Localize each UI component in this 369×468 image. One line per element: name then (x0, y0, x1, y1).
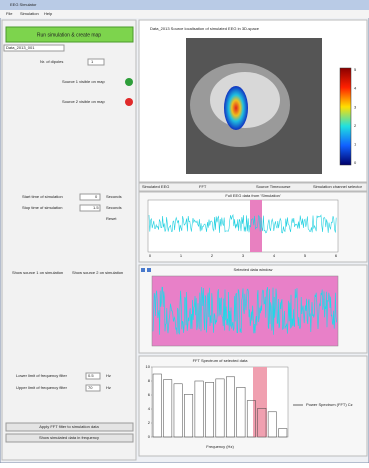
lower-value: 0.5 (88, 373, 94, 378)
tab[interactable]: Source Timecourse (256, 184, 291, 189)
activation-blob (224, 86, 248, 130)
title-bar (0, 0, 369, 10)
spectrum-bar (226, 376, 235, 438)
source2-label: Source 2 visible on map (62, 99, 105, 104)
menu-item[interactable]: File (6, 11, 13, 16)
file-field[interactable] (3, 44, 65, 52)
show-button-label[interactable]: Show simulated data in frequency (39, 435, 99, 440)
y-tick-label: 0 (148, 434, 151, 439)
dipoles-value: 1 (91, 59, 94, 64)
x-tick-label: 0 (149, 253, 152, 258)
spectrum-bar (246, 400, 256, 438)
eeg-title: Full EEG data from 'Simulation' (225, 193, 281, 198)
spectrum-bar (278, 428, 288, 438)
lower-unit: Hz (106, 373, 111, 378)
selection-band (250, 200, 262, 252)
spectrum-bar (267, 411, 277, 438)
stop-field[interactable] (79, 204, 101, 212)
spectrum-title: FFT Spectrum of selected data (193, 358, 249, 363)
spectrum-bar (257, 408, 267, 438)
tab[interactable]: Simulated EEG (142, 184, 169, 189)
left-panel (1, 19, 137, 461)
x-tick-label: 5 (304, 253, 307, 258)
stop-unit: Seconds (106, 205, 122, 210)
colorbar-tick: 5 (354, 67, 357, 72)
x-tick-label: 2 (211, 253, 214, 258)
start-value: 0 (95, 194, 98, 199)
start-unit: Seconds (106, 194, 122, 199)
show2-label[interactable]: Show source 2 on simulation (72, 270, 123, 275)
dipoles-label: Nr. of dipoles (40, 59, 63, 64)
pan-icon[interactable] (147, 268, 151, 272)
upper-field[interactable] (85, 384, 101, 392)
dipoles-select[interactable] (87, 58, 105, 66)
stop-label: Stop time of simulation (22, 205, 62, 210)
menu-item[interactable]: Simulation (20, 11, 39, 16)
colorbar-tick: 1 (354, 141, 357, 146)
run-button[interactable] (5, 26, 134, 43)
tab[interactable]: Simulation channel selector (313, 184, 363, 189)
y-tick-label: 2 (148, 420, 151, 425)
x-tick-label: 4 (273, 253, 276, 258)
tab-bar (138, 182, 368, 192)
x-tick-label: 3 (242, 253, 245, 258)
stop-value: 1.5 (93, 205, 99, 210)
menu-item[interactable]: Help (44, 11, 53, 16)
x-tick-label: 6 (335, 253, 338, 258)
spectrum-bar (205, 382, 214, 438)
spectrum-bar (194, 380, 204, 438)
spectrum-bar (173, 383, 183, 438)
y-tick-label: 8 (148, 378, 151, 383)
spectrum-bar (236, 387, 246, 438)
menu-bar (0, 10, 369, 18)
source1-label: Source 1 visible on map (62, 79, 105, 84)
colorbar-tick: 0 (354, 160, 357, 165)
colorbar (339, 67, 352, 166)
show-button[interactable] (5, 433, 134, 443)
x-axis-label: Frequency (Hz) (206, 444, 234, 449)
eeg-axes (147, 199, 339, 253)
window-title: EEG Simulator (10, 2, 37, 7)
zoom-icon[interactable] (141, 268, 145, 272)
spectrum-bar (163, 379, 173, 438)
lower-field[interactable] (85, 372, 101, 380)
y-tick-label: 6 (148, 392, 151, 397)
colorbar-tick: 3 (354, 104, 357, 109)
apply-button[interactable] (5, 422, 134, 432)
run-button-label[interactable]: Run simulation & create map (37, 32, 101, 38)
source1-indicator[interactable] (125, 78, 133, 86)
start-label: Start time of simulation (22, 194, 63, 199)
colorbar-tick: 2 (354, 123, 357, 128)
file-name: Data_2013_001 (6, 45, 35, 50)
start-field[interactable] (79, 193, 101, 201)
x-tick-label: 1 (180, 253, 183, 258)
eeg-signal (148, 213, 337, 234)
map-header: Data_2013 Source localisation of simulat… (150, 26, 260, 31)
spectrum-axes (151, 366, 289, 438)
window-title: Selected data window (234, 267, 273, 272)
y-tick-label: 4 (148, 406, 151, 411)
lower-label: Lower limit of frequency filter (16, 373, 68, 378)
spectrum-bar (152, 373, 162, 438)
window-signal (152, 286, 337, 335)
apply-button-label[interactable]: Apply FFT filter to simulation data (39, 424, 99, 429)
y-tick-label: 10 (146, 364, 151, 369)
upper-value: 70 (88, 385, 93, 390)
source2-indicator[interactable] (125, 98, 133, 106)
legend-label: Power Spectrum (FFT) Cz (306, 402, 353, 407)
show1-label[interactable]: Show source 1 on simulation (12, 270, 63, 275)
upper-label: Upper limit of frequency filter (16, 385, 68, 390)
colorbar-tick: 4 (354, 86, 357, 91)
spectrum-bar (215, 378, 225, 438)
upper-unit: Hz (106, 385, 111, 390)
reset[interactable]: Reset (106, 216, 117, 221)
filter-band (253, 367, 267, 437)
tab[interactable]: FFT (199, 184, 207, 189)
spectrum-bar (184, 394, 194, 438)
